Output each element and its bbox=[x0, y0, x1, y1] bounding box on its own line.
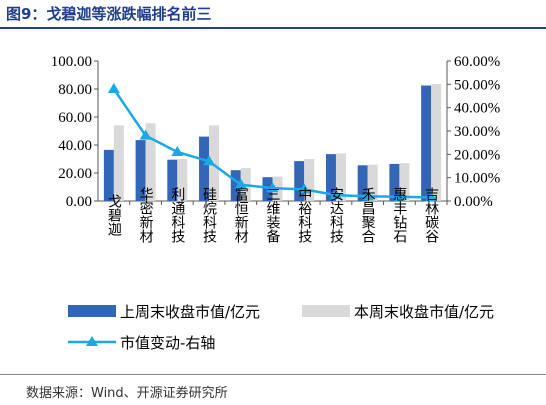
x-category-label: 三维装备 bbox=[265, 187, 281, 243]
line-marker-10 bbox=[425, 191, 438, 202]
bar-last-week-3 bbox=[199, 136, 210, 201]
bar-last-week-0 bbox=[103, 149, 114, 201]
x-category-label: 禾昌聚合 bbox=[360, 187, 376, 243]
line-marker-5 bbox=[266, 182, 279, 193]
bar-this-week-3 bbox=[209, 125, 220, 201]
y-left-tick-label: 0.00 bbox=[66, 194, 92, 210]
bar-this-week-9 bbox=[399, 163, 410, 201]
x-category-label: 华密新材 bbox=[138, 187, 154, 243]
x-category-label: 中裕科技 bbox=[296, 187, 312, 244]
line-marker-7 bbox=[329, 189, 342, 200]
legend-line-marker bbox=[86, 336, 98, 346]
source-divider bbox=[0, 374, 546, 375]
line-marker-1 bbox=[139, 129, 152, 140]
legend-label-this-week: 本周末收盘市值/亿元 bbox=[354, 303, 494, 321]
title-underline bbox=[0, 27, 546, 29]
line-marker-8 bbox=[361, 190, 374, 201]
x-category-label: 吉林碳谷 bbox=[423, 187, 439, 243]
line-marker-4 bbox=[234, 178, 247, 189]
bar-this-week-1 bbox=[145, 123, 156, 201]
source-note: 数据来源：Wind、开源证券研究所 bbox=[26, 386, 228, 401]
y-left-tick-label: 40.00 bbox=[58, 138, 92, 154]
y-right-tick-label: 20.00% bbox=[454, 147, 500, 163]
bar-this-week-7 bbox=[335, 153, 346, 201]
bar-last-week-5 bbox=[262, 177, 273, 201]
line-marker-3 bbox=[203, 155, 216, 166]
bar-last-week-2 bbox=[167, 159, 178, 201]
line-marker-9 bbox=[393, 190, 406, 201]
bar-last-week-1 bbox=[135, 140, 146, 201]
bar-last-week-7 bbox=[325, 154, 336, 201]
y-left-tick-label: 20.00 bbox=[58, 166, 92, 182]
y-right-tick-label: 30.00% bbox=[454, 124, 500, 140]
bar-last-week-8 bbox=[357, 165, 368, 201]
bar-this-week-0 bbox=[113, 125, 124, 201]
x-category-label: 富恒新材 bbox=[233, 186, 249, 243]
line-marker-0 bbox=[107, 83, 120, 93]
legend-label-line: 市值变动-右轴 bbox=[120, 334, 215, 352]
line-marker-2 bbox=[171, 146, 184, 156]
y-right-tick-label: 10.00% bbox=[454, 171, 500, 187]
y-right-tick-label: 0.00% bbox=[454, 194, 493, 210]
x-category-label: 戈碧迦 bbox=[106, 194, 122, 237]
bar-last-week-10 bbox=[421, 85, 432, 201]
figure-title: 图9：戈碧迦等涨跌幅排名前三 bbox=[6, 5, 212, 23]
legend-swatch-this-week bbox=[302, 305, 350, 317]
y-right-tick-label: 50.00% bbox=[454, 77, 500, 93]
line-marker-6 bbox=[298, 183, 311, 194]
x-category-label: 惠丰钻石 bbox=[391, 187, 407, 243]
bar-this-week-10 bbox=[431, 84, 442, 201]
bar-last-week-9 bbox=[389, 163, 400, 201]
x-category-label: 利通科技 bbox=[169, 187, 185, 244]
x-category-label: 硅烷科技 bbox=[201, 187, 217, 244]
bar-last-week-6 bbox=[294, 161, 305, 201]
y-left-tick-label: 80.00 bbox=[58, 82, 92, 98]
legend-label-last-week: 上周末收盘市值/亿元 bbox=[120, 303, 260, 321]
y-right-tick-label: 60.00% bbox=[454, 54, 500, 70]
y-left-tick-label: 100.00 bbox=[51, 54, 92, 70]
legend-swatch-last-week bbox=[68, 305, 116, 317]
bar-this-week-2 bbox=[177, 159, 188, 201]
x-category-label: 安达科技 bbox=[328, 187, 344, 244]
bar-this-week-8 bbox=[367, 164, 378, 201]
bar-this-week-6 bbox=[304, 159, 315, 201]
bar-last-week-4 bbox=[230, 170, 241, 201]
y-right-tick-label: 40.00% bbox=[454, 101, 500, 117]
y-left-tick-label: 60.00 bbox=[58, 110, 92, 126]
